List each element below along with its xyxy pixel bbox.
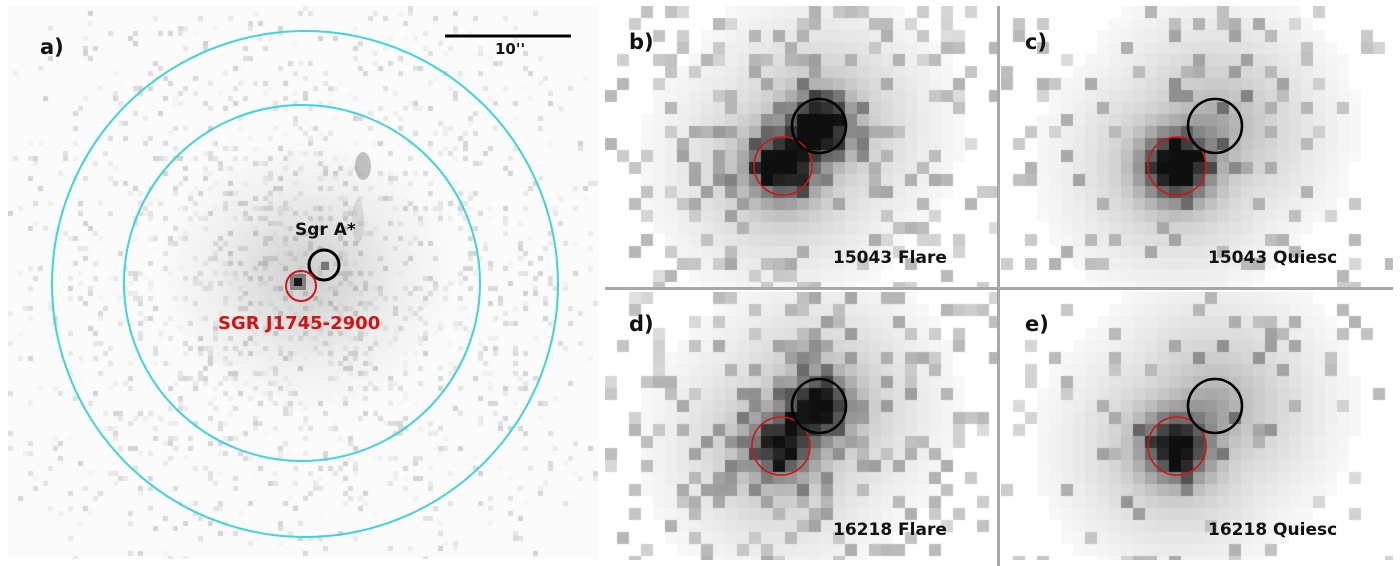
panel-c-caption: 15043 Quiesc — [1208, 248, 1338, 268]
magnetar-region — [751, 416, 811, 476]
diffuse-streak — [355, 152, 371, 180]
panel-b-image: b) 15043 Flare — [605, 6, 997, 288]
magnetar-region — [285, 270, 317, 302]
diffuse-streak-lower — [352, 199, 364, 243]
scale-bar-label: 10'' — [495, 40, 526, 58]
vertical-divider — [997, 6, 1000, 566]
panel-a-label: a) — [40, 35, 64, 59]
panel-e-label: e) — [1025, 312, 1049, 336]
sgr-a-star-label: Sgr A* — [295, 220, 356, 240]
panel-d-image: d) 16218 Flare — [605, 292, 997, 560]
inner-annulus-circle — [123, 104, 481, 462]
magnetar-region — [1147, 416, 1207, 476]
magnetar-label: SGR J1745-2900 — [218, 313, 381, 334]
panel-d-caption: 16218 Flare — [833, 520, 947, 540]
sgr-a-star-source — [321, 262, 329, 270]
horizontal-divider — [605, 287, 1393, 290]
sgr-a-star-region — [790, 97, 848, 155]
outer-annulus-circle — [51, 30, 559, 538]
sgr-a-star-region — [790, 377, 848, 435]
panel-e-image: e) 16218 Quiesc — [1001, 292, 1393, 560]
panel-b-label: b) — [629, 30, 654, 54]
magnetar-region — [1147, 136, 1207, 196]
panel-e-overlay — [1147, 377, 1244, 476]
panel-c-overlay — [1147, 97, 1244, 196]
magnetar-region — [753, 136, 813, 196]
panel-b-caption: 15043 Flare — [833, 248, 947, 268]
panel-d-label: d) — [629, 312, 654, 336]
panel-c-label: c) — [1025, 30, 1048, 54]
magnetar-source-halo — [290, 274, 306, 290]
sgr-a-star-region — [1186, 377, 1244, 435]
magnetar-source — [294, 278, 302, 286]
sgr-a-star-region — [1186, 97, 1244, 155]
panel-a-overlay — [51, 30, 571, 538]
panel-a-wide-field-image: a) 10'' Sgr A* SGR J1745-2900 — [8, 6, 598, 559]
panel-c-image: c) 15043 Quiesc — [1001, 6, 1393, 288]
diffuse-emission — [158, 136, 458, 416]
panel-e-caption: 16218 Quiesc — [1208, 520, 1338, 540]
panel-b-overlay — [753, 97, 848, 196]
sgr-a-star-region — [307, 248, 341, 282]
panel-d-overlay — [751, 377, 848, 476]
